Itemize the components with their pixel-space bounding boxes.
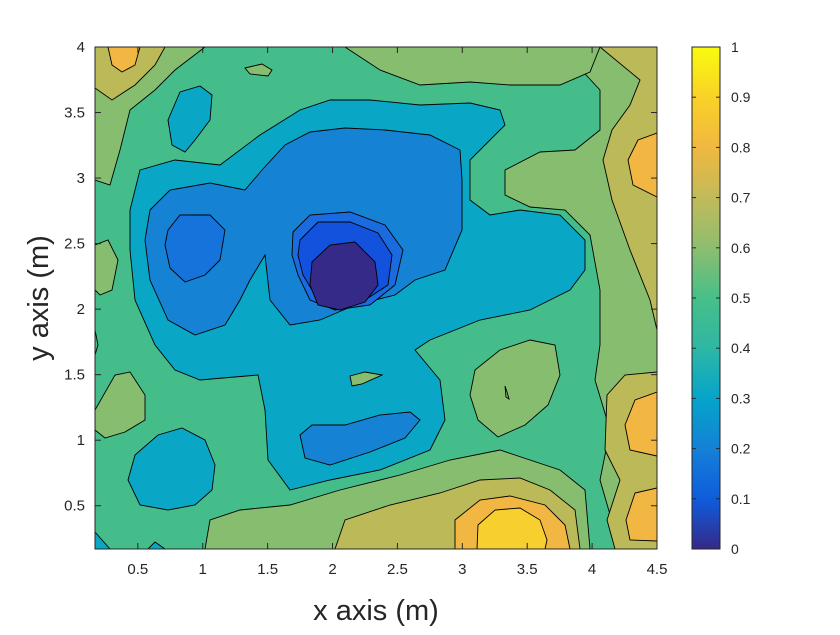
y-axis-label: y axis (m) bbox=[23, 235, 55, 361]
contour-island-cyan-bottom-left bbox=[128, 428, 215, 510]
colorbar-tick-label: 0.2 bbox=[731, 441, 751, 457]
contour-island-cyan-top-left bbox=[168, 86, 212, 152]
contour-region-topleft-orange bbox=[108, 47, 140, 72]
colorbar-tick-label: 0.7 bbox=[731, 190, 751, 206]
x-tick-label: 4 bbox=[588, 561, 596, 578]
contour-island-top bbox=[245, 64, 272, 76]
y-tick-label: 2.5 bbox=[64, 236, 85, 253]
x-tick-label: 0.5 bbox=[127, 561, 148, 578]
colorbar-tick-label: 0.3 bbox=[731, 390, 751, 406]
contour-island-left bbox=[95, 240, 118, 295]
y-tick-label: 0.5 bbox=[64, 498, 85, 515]
contour-region-right-orange-middle bbox=[625, 392, 657, 456]
contour-region-bottom-yellow bbox=[477, 508, 547, 549]
x-tick-label: 3 bbox=[458, 561, 466, 578]
contour-region-corner-cyan-2 bbox=[148, 542, 165, 549]
y-tick-label: 4 bbox=[77, 39, 85, 56]
y-tick-label: 1 bbox=[77, 432, 85, 449]
contour-region-top-right-olive bbox=[345, 47, 600, 85]
y-tick-label: 3 bbox=[77, 170, 85, 187]
colorbar-tick-label: 0.1 bbox=[731, 491, 751, 507]
colorbar-tick-label: 0.6 bbox=[731, 240, 751, 256]
colorbar-tick-label: 0.9 bbox=[731, 89, 751, 105]
contour-region-green-blob bbox=[470, 340, 560, 437]
colorbar bbox=[691, 46, 721, 550]
contour-region-blue-left bbox=[165, 215, 225, 282]
x-axis-label: x axis (m) bbox=[313, 595, 439, 627]
x-tick-label: 2 bbox=[328, 561, 336, 578]
contour-island-green-small bbox=[350, 372, 382, 386]
colorbar-tick-label: 0.4 bbox=[731, 340, 751, 356]
contour-region-center-minimum bbox=[310, 242, 378, 310]
y-tick-label: 2 bbox=[77, 301, 85, 318]
y-tick-label: 1.5 bbox=[64, 367, 85, 384]
plot-axes-box bbox=[94, 46, 658, 550]
x-tick-label: 2.5 bbox=[387, 561, 408, 578]
y-tick-label: 3.5 bbox=[64, 105, 85, 122]
x-tick-label: 1.5 bbox=[257, 561, 278, 578]
colorbar-tick-label: 0.5 bbox=[731, 290, 751, 306]
x-tick-label: 4.5 bbox=[647, 561, 668, 578]
y-axis-ticks: 0.5 1 1.5 2 2.5 3 3.5 4 bbox=[64, 39, 657, 515]
x-tick-label: 1 bbox=[199, 561, 207, 578]
colorbar-ticks: 0 0.1 0.2 0.3 0.4 0.5 0.6 0.7 0.8 0.9 1 bbox=[692, 39, 751, 557]
colorbar-tick-label: 0.8 bbox=[731, 139, 751, 155]
colorbar-tick-label: 0 bbox=[731, 541, 739, 557]
x-axis-ticks: 0.5 1 1.5 2 2.5 3 3.5 4 4.5 bbox=[127, 47, 667, 578]
colorbar-tick-label: 1 bbox=[731, 39, 739, 55]
contour-region-right-orange-upper bbox=[628, 133, 657, 197]
contour-plot-area bbox=[95, 47, 657, 549]
contour-region-right-orange-lower bbox=[626, 488, 657, 541]
contour-region-right-olive bbox=[600, 47, 657, 330]
x-tick-label: 3.5 bbox=[517, 561, 538, 578]
